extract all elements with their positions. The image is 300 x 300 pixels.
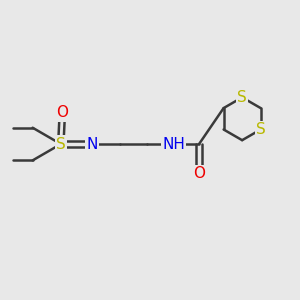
- Text: S: S: [256, 122, 266, 137]
- Text: NH: NH: [162, 136, 185, 152]
- Text: O: O: [56, 105, 68, 120]
- Text: S: S: [56, 136, 66, 152]
- Text: N: N: [86, 136, 98, 152]
- Text: O: O: [193, 166, 205, 181]
- Text: S: S: [237, 90, 247, 105]
